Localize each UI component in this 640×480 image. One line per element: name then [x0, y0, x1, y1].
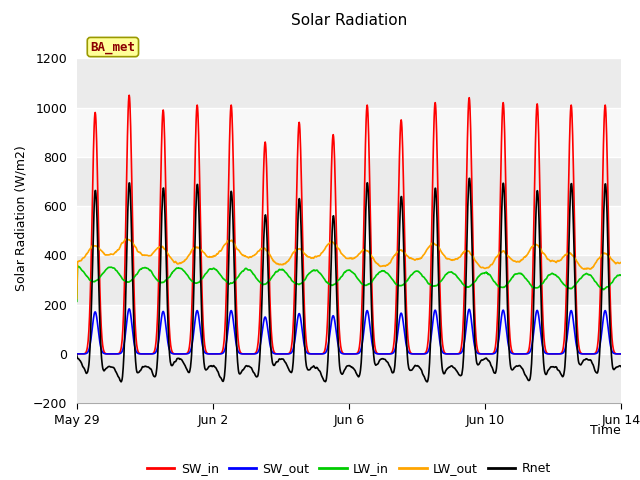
Rnet: [89, 253, 97, 259]
LW_out: [89, 243, 97, 249]
SW_out: [202, 350, 209, 356]
Rnet: [524, 377, 532, 383]
Text: Time: Time: [590, 423, 621, 436]
LW_out: [524, 251, 531, 257]
SW_in: [89, 180, 97, 186]
Line: LW_in: LW_in: [77, 266, 640, 307]
SW_out: [73, 351, 81, 357]
SW_out: [125, 306, 133, 312]
Bar: [77, 305, 621, 354]
Bar: [77, 58, 621, 108]
LW_out: [202, 252, 209, 257]
Bar: [77, 354, 621, 403]
Rnet: [168, 363, 176, 369]
Y-axis label: Solar Radiation (W/m2): Solar Radiation (W/m2): [14, 145, 27, 291]
Text: BA_met: BA_met: [90, 40, 136, 54]
Bar: [77, 108, 621, 157]
Rnet: [383, 359, 391, 365]
LW_in: [168, 270, 176, 276]
LW_in: [383, 270, 391, 276]
LW_out: [218, 247, 225, 252]
SW_out: [89, 321, 97, 327]
SW_in: [168, 349, 176, 355]
LW_in: [202, 271, 209, 277]
SW_in: [73, 351, 81, 357]
LW_in: [74, 264, 81, 269]
Bar: [77, 206, 621, 255]
SW_in: [218, 350, 225, 356]
LW_out: [168, 257, 176, 263]
Rnet: [466, 176, 474, 181]
Legend: SW_in, SW_out, LW_in, LW_out, Rnet: SW_in, SW_out, LW_in, LW_out, Rnet: [142, 457, 556, 480]
LW_out: [73, 296, 81, 301]
SW_in: [524, 350, 531, 356]
Line: SW_out: SW_out: [77, 309, 640, 354]
Rnet: [202, 367, 209, 372]
Rnet: [218, 376, 225, 382]
Line: LW_out: LW_out: [77, 239, 640, 299]
LW_in: [73, 299, 81, 304]
LW_in: [524, 278, 531, 284]
SW_out: [218, 351, 225, 357]
SW_in: [202, 347, 209, 352]
Bar: [77, 255, 621, 305]
SW_in: [125, 92, 133, 98]
SW_out: [383, 351, 391, 357]
SW_out: [524, 351, 531, 357]
LW_in: [89, 279, 97, 285]
Rnet: [73, 352, 81, 358]
Line: SW_in: SW_in: [77, 95, 640, 354]
Title: Solar Radiation: Solar Radiation: [291, 13, 407, 28]
LW_out: [122, 236, 130, 242]
Rnet: [117, 379, 125, 385]
Bar: [77, 157, 621, 206]
LW_out: [383, 262, 391, 268]
LW_in: [218, 274, 225, 279]
SW_out: [168, 350, 176, 356]
Line: Rnet: Rnet: [77, 179, 640, 382]
SW_in: [383, 351, 391, 357]
